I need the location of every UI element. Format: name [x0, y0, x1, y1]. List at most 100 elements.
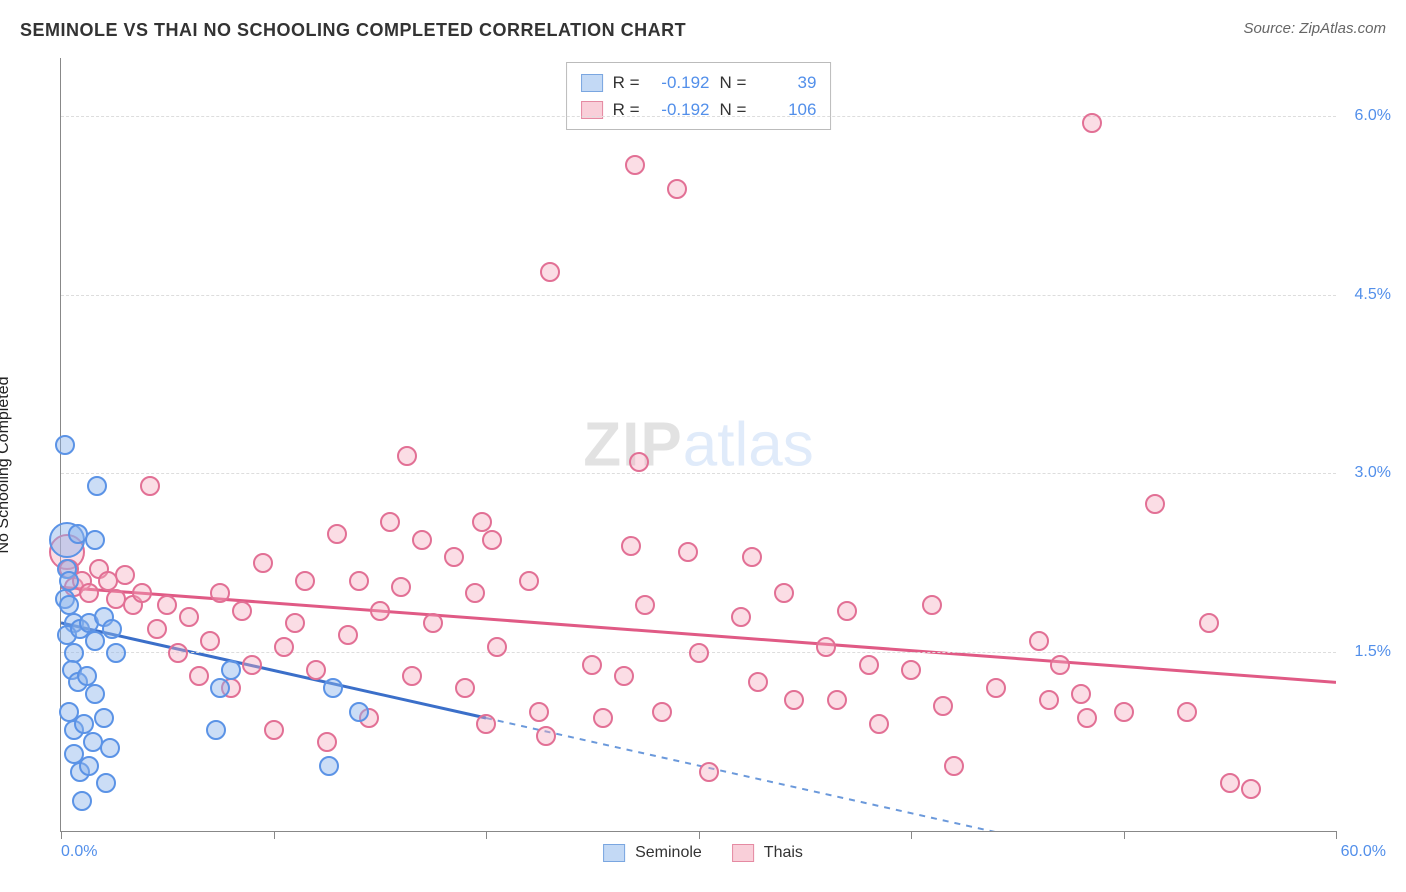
x-tick-label: 60.0%: [1341, 843, 1386, 861]
x-tick: [1124, 831, 1125, 839]
data-point: [274, 637, 294, 657]
n-value: 106: [756, 96, 816, 123]
chart-title: SEMINOLE VS THAI NO SCHOOLING COMPLETED …: [20, 20, 686, 41]
data-point: [1039, 690, 1059, 710]
gridline: 3.0%: [61, 473, 1336, 474]
data-point: [635, 595, 655, 615]
stats-row-thais: R = -0.192 N = 106: [581, 96, 817, 123]
source-attribution: Source: ZipAtlas.com: [1243, 20, 1386, 37]
data-point: [157, 595, 177, 615]
data-point: [784, 690, 804, 710]
data-point: [536, 726, 556, 746]
data-point: [482, 530, 502, 550]
data-point: [55, 435, 75, 455]
data-point: [87, 476, 107, 496]
r-value: -0.192: [650, 69, 710, 96]
data-point: [317, 732, 337, 752]
data-point: [168, 643, 188, 663]
data-point: [816, 637, 836, 657]
data-point: [179, 607, 199, 627]
data-point: [1050, 655, 1070, 675]
data-point: [85, 684, 105, 704]
data-point: [423, 613, 443, 633]
data-point: [667, 179, 687, 199]
data-point: [106, 643, 126, 663]
data-point: [96, 773, 116, 793]
data-point: [327, 524, 347, 544]
data-point: [1241, 779, 1261, 799]
y-axis-label: No Schooling Completed: [0, 377, 13, 554]
data-point: [59, 595, 79, 615]
data-point: [748, 672, 768, 692]
data-point: [295, 571, 315, 591]
data-point: [540, 262, 560, 282]
data-point: [742, 547, 762, 567]
data-point: [85, 631, 105, 651]
data-point: [285, 613, 305, 633]
data-point: [221, 660, 241, 680]
data-point: [472, 512, 492, 532]
data-point: [147, 619, 167, 639]
data-point: [652, 702, 672, 722]
stats-row-seminole: R = -0.192 N = 39: [581, 69, 817, 96]
data-point: [253, 553, 273, 573]
correlation-stats-box: R = -0.192 N = 39 R = -0.192 N = 106: [566, 62, 832, 130]
data-point: [210, 583, 230, 603]
data-point: [869, 714, 889, 734]
data-point: [827, 690, 847, 710]
data-point: [206, 720, 226, 740]
data-point: [85, 530, 105, 550]
data-point: [115, 565, 135, 585]
data-point: [529, 702, 549, 722]
data-point: [1220, 773, 1240, 793]
data-point: [1029, 631, 1049, 651]
trend-lines: [61, 58, 1336, 831]
data-point: [306, 660, 326, 680]
data-point: [264, 720, 284, 740]
data-point: [319, 756, 339, 776]
r-value: -0.192: [650, 96, 710, 123]
data-point: [189, 666, 209, 686]
data-point: [986, 678, 1006, 698]
legend-item-seminole: Seminole: [603, 840, 702, 866]
data-point: [629, 452, 649, 472]
data-point: [397, 446, 417, 466]
y-tick-label: 6.0%: [1355, 107, 1391, 125]
data-point: [699, 762, 719, 782]
data-point: [349, 571, 369, 591]
data-point: [678, 542, 698, 562]
data-point: [72, 791, 92, 811]
n-label: N =: [720, 69, 747, 96]
data-point: [1177, 702, 1197, 722]
swatch-blue-icon: [581, 74, 603, 92]
swatch-blue-icon: [603, 844, 625, 862]
legend-label: Thais: [764, 840, 803, 866]
data-point: [380, 512, 400, 532]
r-label: R =: [613, 69, 640, 96]
data-point: [933, 696, 953, 716]
y-tick-label: 4.5%: [1355, 286, 1391, 304]
data-point: [1145, 494, 1165, 514]
plot-area: ZIPatlas R = -0.192 N = 39 R = -0.192 N …: [60, 58, 1336, 832]
data-point: [582, 655, 602, 675]
gridline: 6.0%: [61, 116, 1336, 117]
data-point: [444, 547, 464, 567]
data-point: [210, 678, 230, 698]
data-point: [689, 643, 709, 663]
data-point: [370, 601, 390, 621]
data-point: [859, 655, 879, 675]
data-point: [323, 678, 343, 698]
data-point: [100, 738, 120, 758]
y-tick-label: 1.5%: [1355, 643, 1391, 661]
data-point: [837, 601, 857, 621]
r-label: R =: [613, 96, 640, 123]
data-point: [625, 155, 645, 175]
x-tick: [486, 831, 487, 839]
data-point: [94, 708, 114, 728]
data-point: [1077, 708, 1097, 728]
x-tick: [274, 831, 275, 839]
data-point: [140, 476, 160, 496]
n-value: 39: [756, 69, 816, 96]
data-point: [232, 601, 252, 621]
data-point: [64, 643, 84, 663]
